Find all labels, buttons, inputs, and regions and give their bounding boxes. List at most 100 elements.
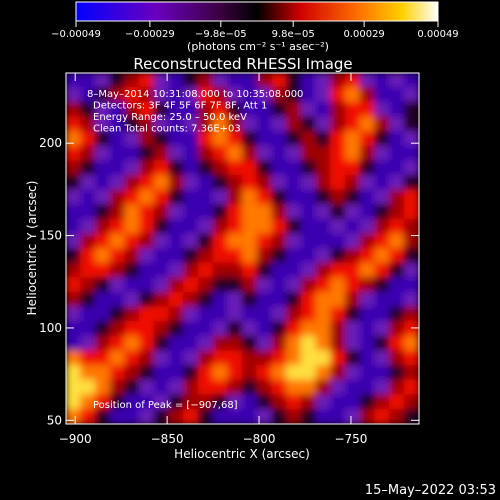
heatmap-cell <box>300 408 317 424</box>
heatmap-cell <box>242 350 258 366</box>
heatmap-cell <box>139 218 155 235</box>
heatmap-cell <box>330 145 346 162</box>
heatmap-cell <box>374 204 391 220</box>
heatmap-cell <box>359 189 376 206</box>
heatmap-cell <box>153 365 170 381</box>
heatmap-cell <box>271 365 288 381</box>
heatmap-cell <box>315 218 332 235</box>
heatmap-cell <box>94 379 111 396</box>
heatmap-cell <box>286 116 302 132</box>
heatmap-cell <box>124 379 141 396</box>
heatmap-cell <box>212 160 229 176</box>
heatmap-cell <box>80 101 96 118</box>
colorbar-ticks <box>75 21 439 27</box>
heatmap-cell <box>300 291 317 308</box>
colorbar-tick-label: −0.00029 <box>125 29 175 40</box>
heatmap-cell <box>242 277 258 293</box>
heatmap-cell <box>153 394 170 410</box>
colorbar-tick-label: −0.00049 <box>51 29 101 40</box>
heatmap-cell <box>197 379 214 396</box>
heatmap-cell <box>212 101 229 118</box>
heatmap-cell <box>212 248 229 264</box>
heatmap-cell <box>153 306 170 323</box>
heatmap-cell <box>344 87 361 103</box>
heatmap-cell <box>153 248 170 264</box>
heatmap-cell <box>389 204 405 220</box>
heatmap-cell <box>286 350 302 366</box>
heatmap-cell <box>374 233 391 249</box>
heatmap-cell <box>80 262 96 279</box>
heatmap-cell <box>344 204 361 220</box>
heatmap-cell <box>374 116 391 132</box>
heatmap-cell <box>80 131 96 147</box>
heatmap-cell <box>344 160 361 176</box>
heatmap-cell <box>344 394 361 410</box>
heatmap-cell <box>197 233 214 249</box>
heatmap-cell <box>256 73 273 89</box>
heatmap-cell <box>66 248 82 264</box>
heatmap-cell <box>124 145 141 162</box>
heatmap-cell <box>389 365 405 381</box>
heatmap-cell <box>212 204 229 220</box>
heatmap-cell <box>227 335 243 352</box>
heatmap-cell <box>168 394 185 410</box>
heatmap-cell <box>109 379 126 396</box>
heatmap-cell <box>124 233 141 249</box>
heatmap-cell <box>94 248 111 264</box>
heatmap-cell <box>153 408 170 424</box>
heatmap-cell <box>124 394 141 410</box>
heatmap-cell <box>66 218 82 235</box>
heatmap-cell <box>271 145 288 162</box>
heatmap-cell <box>212 218 229 235</box>
x-tick-label: −850 <box>151 432 184 446</box>
heatmap-cell <box>389 394 405 410</box>
heatmap-cell <box>139 73 155 89</box>
heatmap-cell <box>109 233 126 249</box>
heatmap-cell <box>94 350 111 366</box>
heatmap-cell <box>403 394 419 410</box>
heatmap-cell <box>227 291 243 308</box>
heatmap-cell <box>80 321 96 337</box>
heatmap-cell <box>242 335 258 352</box>
heatmap-cell <box>374 248 391 264</box>
heatmap-cell <box>403 131 419 147</box>
heatmap-cell <box>227 189 243 206</box>
heatmap-cell <box>256 218 273 235</box>
heatmap-cell <box>389 306 405 323</box>
heatmap-cell <box>94 145 111 162</box>
heatmap-cell <box>168 233 185 249</box>
heatmap-cell <box>124 87 141 103</box>
heatmap-cell <box>286 365 302 381</box>
heatmap-cell <box>300 87 317 103</box>
heatmap-cell <box>286 306 302 323</box>
heatmap-cell <box>344 174 361 191</box>
heatmap-cell <box>315 321 332 337</box>
heatmap-cell <box>153 160 170 176</box>
heatmap-cell <box>359 335 376 352</box>
heatmap-cell <box>403 101 419 118</box>
heatmap-cell <box>344 408 361 424</box>
heatmap-cell <box>227 73 243 89</box>
heatmap-cell <box>168 248 185 264</box>
heatmap-cell <box>80 145 96 162</box>
heatmap-cell <box>153 218 170 235</box>
heatmap-cell <box>330 321 346 337</box>
heatmap-cell <box>124 101 141 118</box>
heatmap-cell <box>359 204 376 220</box>
heatmap-cell <box>242 248 258 264</box>
heatmap-cell <box>212 131 229 147</box>
y-axis-label: Heliocentric Y (arcsec) <box>25 181 39 316</box>
heatmap-cell <box>153 277 170 293</box>
heatmap-cell <box>109 291 126 308</box>
heatmap-cell <box>374 321 391 337</box>
heatmap-cell <box>330 291 346 308</box>
heatmap-cell <box>344 233 361 249</box>
heatmap-cell <box>315 335 332 352</box>
heatmap-cell <box>315 145 332 162</box>
heatmap-cell <box>286 248 302 264</box>
heatmap-cell <box>66 101 82 118</box>
heatmap-cell <box>109 145 126 162</box>
heatmap-cell <box>403 87 419 103</box>
colorbar: −0.00049 −0.00029 −9.8e−05 9.8e−05 0.00029 0.… <box>51 1 459 53</box>
heatmap-cell <box>330 394 346 410</box>
